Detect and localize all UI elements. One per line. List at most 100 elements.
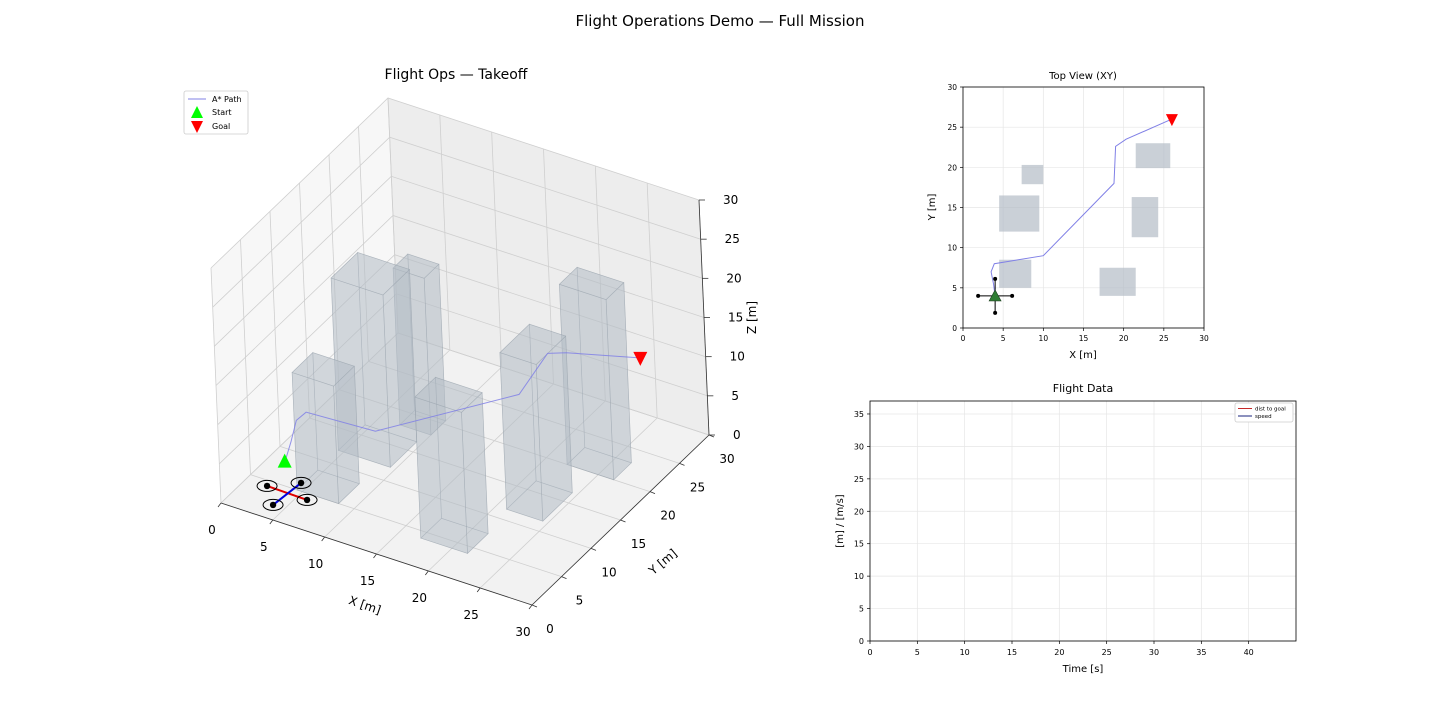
topview-y-tick-label: 10 [947,244,957,253]
topview-x-tick-label: 30 [1199,334,1209,343]
view3d-x-tick [373,553,377,559]
view3d-gridline-z [215,215,705,386]
obstacle-face [291,352,355,387]
view3d-y-tick-label: 10 [601,565,616,579]
topview-x-tick-label: 25 [1159,334,1169,343]
view3d-x-tick-label: 0 [208,523,216,537]
figure-suptitle: Flight Operations Demo — Full Mission [576,12,865,30]
view3d-path-line [284,352,641,463]
topview-drone-rotor [993,310,998,315]
obstacle-box [291,351,360,505]
topview-y-tick-label: 15 [947,204,957,213]
view3d-x-tick-label: 25 [464,608,479,622]
view3d-y-tick [561,576,567,580]
flightdata-x-tick-label: 20 [1054,648,1064,657]
view3d-x-tick [425,570,429,576]
topview-y-tick-label: 5 [952,284,957,293]
obstacle-face [499,323,567,365]
flightdata-ylabel: [m] / [m/s] [835,494,846,547]
view3d-ylabel: Y [m] [645,546,679,578]
view3d-x-tick [321,536,325,542]
topview-obstacle [1021,164,1044,185]
drone-rotor [290,476,312,489]
view3d-z-tick-label: 25 [725,232,740,246]
topview-markers [976,114,1178,315]
flightdata-legend-frame [1234,402,1294,423]
obstacle-face [414,376,483,413]
view3d-legend-path-label: A* Path [212,95,242,104]
view3d-gridline-z [214,175,703,347]
view3d-y-tick-label: 0 [546,622,554,636]
view3d-x-tick-label: 20 [412,591,427,605]
view3d-z-tick-label: 10 [730,350,745,364]
view3d-gridline-y [309,417,621,521]
topview-x-tick-label: 15 [1079,334,1089,343]
flightdata-x-tick-label: 10 [960,648,970,657]
obstacle-box [330,251,418,468]
topview-y-tick-label: 20 [947,163,957,172]
view3d-gridline-z [219,293,708,465]
flightdata-y-tick-label: 25 [854,475,864,484]
flightdata-frame [869,400,1297,642]
flightdata-y-tick-label: 5 [859,605,864,614]
topview-x-tick-label: 10 [1039,334,1049,343]
flightdata-x-tick-label: 15 [1007,648,1017,657]
flightdata-y-tick-label: 30 [854,442,864,451]
flightdata-legend-dist-label: dist to goal [1255,407,1286,413]
drone-rotor [256,479,278,492]
topview-drone-marker [988,289,1002,302]
view3d-legend-goal-swatch [191,121,203,133]
view3d-x-tick-label: 15 [360,574,375,588]
topview-x-tick-label: 5 [1001,334,1006,343]
view3d-legend-goal-label: Goal [212,122,230,131]
obstacle-box [499,323,573,522]
topview-y-tick-label: 25 [947,123,957,132]
view3d-gridline-z [212,136,701,308]
obstacle-face [558,266,625,300]
view3d-y-tick-label: 20 [660,509,675,523]
topview-obstacle [1135,143,1171,169]
drone-arm-y [272,482,302,506]
view3d-z-tick-label: 5 [731,389,739,403]
topview-drone-rotor [1010,293,1015,298]
flightdata-x-tick-label: 40 [1244,648,1254,657]
view3d-y-tick [620,519,626,523]
flightdata-grid [869,401,1296,642]
flightdata-y-tick-label: 15 [854,540,864,549]
view3d-gridline-y [368,360,680,464]
obstacle-box [558,266,632,481]
view3d-x-tick [217,502,222,508]
view3d-drone [256,476,318,511]
view3d-y-tick-label: 15 [631,537,646,551]
view3d-z-tick-label: 15 [728,311,743,325]
view3d-y-tick [531,604,538,608]
obstacle-face [330,252,411,296]
view3d-path [284,352,641,463]
flightdata-y-tick-label: 35 [854,410,864,419]
flightdata-x-tick-label: 5 [915,648,920,657]
view3d-gridline-z [220,332,710,504]
topview-drone-rotor [976,293,981,298]
drone-rotor [262,498,284,511]
flightdata-chart: Flight Data 0 5 10 15 20 25 30 35 40 0 5 10 15 20 25 30… [835,382,1297,675]
topview-ylabel: Y [m] [927,193,938,221]
view3d-axes: 0 5 10 15 20 25 30 0 5 10 15 20 25 30 0 5 10 15 20 25 30 X [m… [208,193,759,639]
obstacle-box [414,376,489,555]
topview-x-tick-label: 0 [961,334,966,343]
view3d-zlabel: Z [m] [745,301,759,334]
topview-y-tick-label: 30 [947,83,957,92]
view3d-grid [210,97,710,606]
flightdata-y-tick-label: 20 [854,507,864,516]
topview-obstacle [999,195,1040,232]
view3d-y-tick [679,462,685,466]
flightdata-title: Flight Data [1053,382,1113,395]
topview-x-tick-label: 20 [1119,334,1129,343]
topview-path-line [990,118,1173,296]
flightdata-y-tick-label: 0 [859,637,864,646]
view3d-start-marker [277,453,292,468]
view3d-gridline-y [279,445,592,549]
obstacle-face [392,253,440,279]
view3d-chart: Flight Ops — Takeoff 0 5 10 15 20 25 30 0 5 10 15 2… [183,67,759,639]
view3d-z-tick-label: 30 [723,193,738,207]
